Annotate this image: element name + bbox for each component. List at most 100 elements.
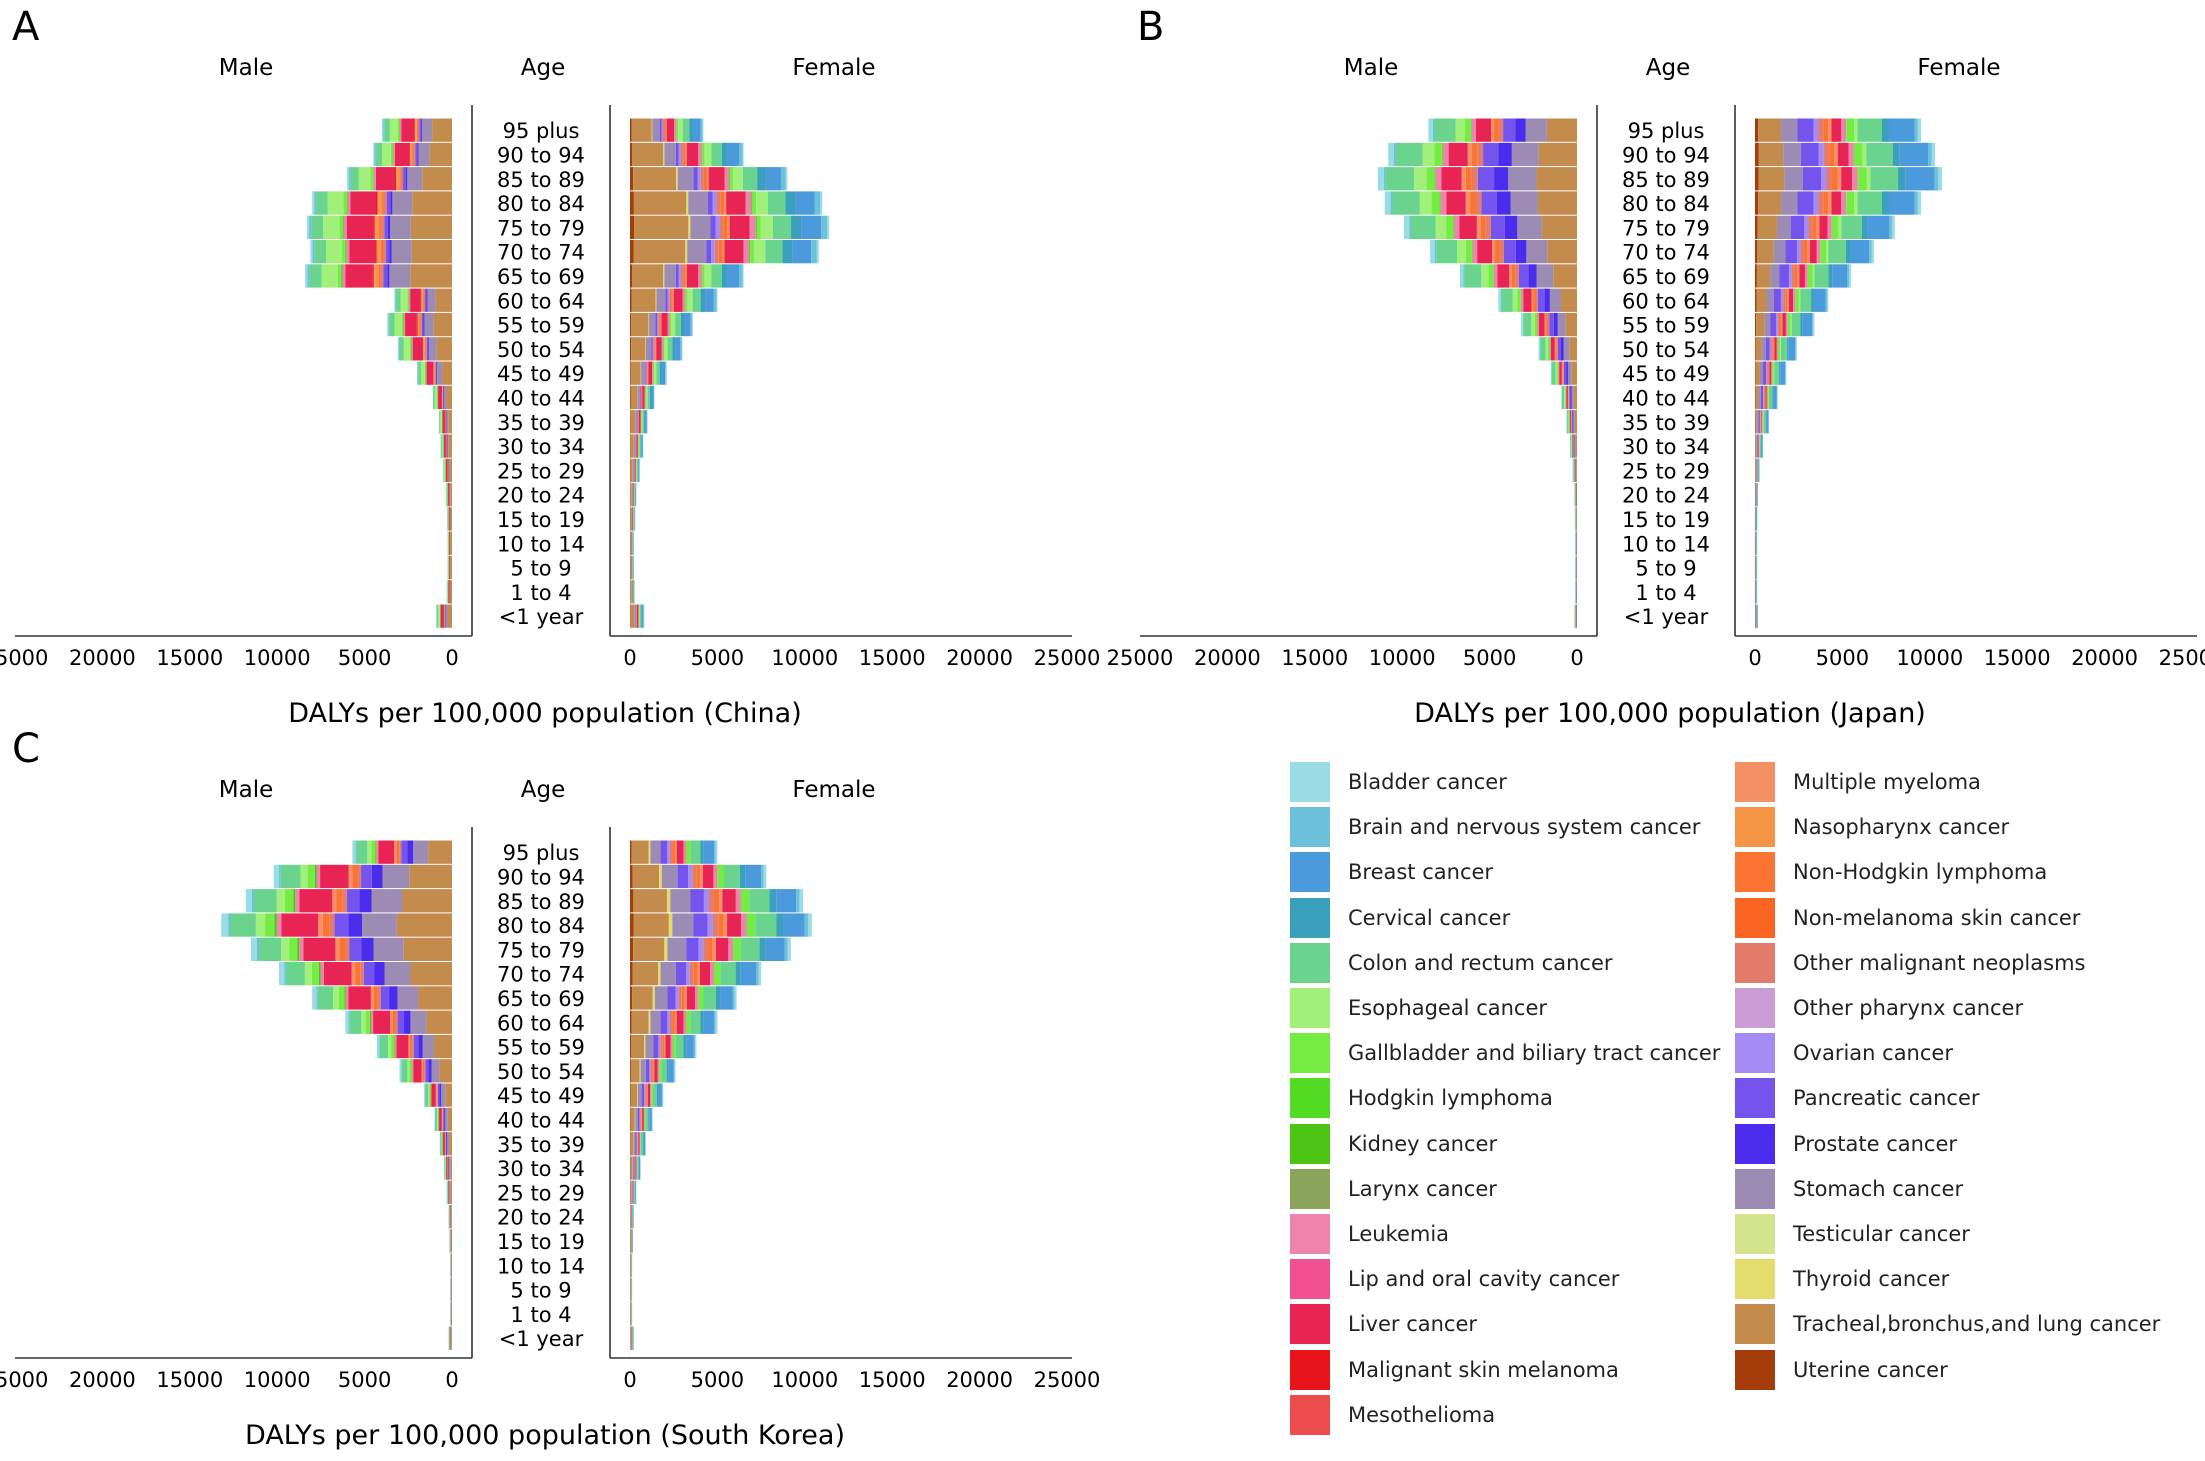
male-bar-85-to-89-stomach-cancer — [1508, 167, 1537, 191]
female-bar-75-to-79-gallbladder-and-biliary-tract-cancer — [1831, 215, 1839, 239]
female-bar-95-plus-multiple-myeloma — [1828, 118, 1832, 142]
female-bar-35-to-39-stomach-cancer — [635, 410, 638, 434]
male-bar-50-to-54-colon-and-rectum-cancer — [401, 1059, 408, 1083]
male-bar-70-to-74-hodgkin-lymphoma — [344, 240, 346, 264]
female-bar-95-plus-leukemia — [683, 840, 687, 864]
male-bar-55-to-59-pancreatic-cancer — [421, 312, 424, 337]
female-bar-75-to-79-colon-and-rectum-cancer — [1841, 215, 1862, 239]
male-bar-75-to-79-kidney-cancer — [343, 215, 344, 239]
male-bar-55-to-59-pancreatic-cancer — [413, 1034, 419, 1059]
legend-item-lip-and-oral-cavity-cancer: Lip and oral cavity cancer — [1290, 1259, 1619, 1300]
female-bar-90-to-94-esophageal-cancer — [1862, 142, 1867, 167]
age-label: 85 to 89 — [1622, 168, 1710, 192]
female-bar-30-to-34-stomach-cancer — [632, 1156, 634, 1180]
male-bar-70-to-74-prostate-cancer — [389, 240, 392, 264]
female-bar-90-to-94-brain-and-nervous-system-cancer — [739, 142, 743, 167]
male-bar-40-to-44-esophageal-cancer — [437, 1107, 438, 1132]
male-bar-65-to-69-leukemia — [345, 986, 349, 1010]
male-bar-65-to-69-brain-and-nervous-system-cancer — [316, 986, 318, 1010]
male-bar-80-to-84-non-hodgkin-lymphoma — [322, 913, 330, 937]
female-bar-25-to-29-tracheal-bronchus-and-lung-cancer — [630, 458, 633, 482]
male-bar-40-to-44-colon-and-rectum-cancer — [433, 385, 435, 410]
female-bar-70-to-74-pancreatic-cancer — [675, 962, 686, 986]
male-bar-75-to-79-other-malignant-neoplasms — [345, 937, 350, 961]
male-bar-45-to-49-tracheal-bronchus-and-lung-cancer — [1571, 361, 1577, 385]
age-label: 60 to 64 — [1622, 289, 1710, 313]
female-bar-75-to-79-stomach-cancer — [667, 937, 687, 961]
female-bar-95-plus-other-malignant-neoplasms — [663, 118, 665, 142]
female-tick-label: 0 — [623, 1368, 636, 1392]
female-bar-55-to-59-pancreatic-cancer — [653, 1034, 659, 1059]
male-bar-65-to-69-colon-and-rectum-cancer — [317, 986, 334, 1010]
male-bar-50-to-54-colon-and-rectum-cancer — [399, 337, 404, 361]
female-bar-40-to-44-esophageal-cancer — [646, 385, 648, 410]
female-bar-10-to-14-tracheal-bronchus-and-lung-cancer — [630, 531, 632, 555]
male-bar-50-to-54-gallbladder-and-biliary-tract-cancer — [1547, 337, 1550, 361]
male-bar-25-to-29-colon-and-rectum-cancer — [443, 458, 445, 482]
male-bar-95-plus-brain-and-nervous-system-cancer — [383, 118, 385, 142]
male-bar-90-to-94-prostate-cancer — [371, 864, 383, 889]
female-bar-80-to-84-pancreatic-cancer — [693, 913, 708, 937]
male-bar-65-to-69-other-malignant-neoplasms — [377, 986, 381, 1010]
female-bar-35-to-39-gallbladder-and-biliary-tract-cancer — [1762, 410, 1764, 434]
female-bar-95-plus-pancreatic-cancer — [660, 840, 668, 864]
male-bar-60-to-64-gallbladder-and-biliary-tract-cancer — [407, 288, 409, 312]
female-bar-75-to-79-gallbladder-and-biliary-tract-cancer — [733, 937, 741, 961]
male-bar-80-to-84-colon-and-rectum-cancer — [230, 913, 256, 937]
female-bar-75-to-79-multiple-myeloma — [712, 937, 716, 961]
male-tick-label: 10000 — [244, 646, 311, 670]
male-bar-95-plus-tracheal-bronchus-and-lung-cancer — [432, 118, 452, 142]
female-bar-95-plus-multiple-myeloma — [665, 118, 667, 142]
male-bar-85-to-89-multiple-myeloma — [396, 167, 398, 191]
male-bar-90-to-94-malignant-skin-melanoma — [409, 142, 411, 167]
male-bar-45-to-49-leukemia — [430, 1083, 432, 1107]
female-bar-30-to-34-stomach-cancer — [633, 434, 636, 458]
female-bar-70-to-74-leukemia — [710, 962, 715, 986]
female-bar-50-to-54-esophageal-cancer — [664, 337, 668, 361]
male-bar-30-to-34-tracheal-bronchus-and-lung-cancer — [448, 434, 452, 458]
age-label: 85 to 89 — [497, 890, 585, 914]
male-bar-60-to-64-liver-cancer — [1523, 288, 1532, 312]
male-bar-70-to-74-prostate-cancer — [1515, 240, 1527, 264]
male-bar-55-to-59-stomach-cancer — [424, 312, 434, 337]
female-bar-25-to-29-breast-cancer — [635, 1180, 636, 1204]
female-bar-55-to-59-other-malignant-neoplasms — [1777, 312, 1780, 337]
legend-swatch — [1290, 1033, 1330, 1074]
male-bar-45-to-49-brain-and-nervous-system-cancer — [417, 361, 419, 385]
male-bar-70-to-74-colon-and-rectum-cancer — [314, 240, 327, 264]
female-bar-80-to-84-colon-and-rectum-cancer — [755, 913, 777, 937]
female-bar-60-to-64-ovarian-cancer — [667, 1010, 670, 1034]
female-bar-70-to-74-leukemia — [743, 240, 750, 264]
male-bar-40-to-44-stomach-cancer — [443, 385, 447, 410]
female-bar-55-to-59-bladder-cancer — [1813, 312, 1815, 337]
female-bar-90-to-94-uterine-cancer — [630, 864, 633, 889]
male-bar-90-to-94-other-malignant-neoplasms — [413, 142, 416, 167]
female-bar-65-to-69-breast-cancer — [1832, 264, 1848, 288]
female-bar-90-to-94-thyroid-cancer — [663, 142, 665, 167]
legend-swatch — [1735, 1078, 1775, 1119]
age-label: 5 to 9 — [1635, 557, 1696, 581]
male-bar-45-to-49-colon-and-rectum-cancer — [418, 361, 421, 385]
male-bar-65-to-69-hodgkin-lymphoma — [340, 264, 342, 288]
male-bar-90-to-94-leukemia — [1442, 142, 1449, 167]
male-bar-95-plus-other-malignant-neoplasms — [417, 118, 420, 142]
male-bar-95-plus-multiple-myeloma — [1491, 118, 1495, 142]
male-bar-70-to-74-other-malignant-neoplasms — [1499, 240, 1504, 264]
male-bar-20-to-24-stomach-cancer — [450, 1205, 452, 1229]
female-bar-55-to-59-non-hodgkin-lymphoma — [662, 1034, 665, 1059]
male-bar-75-to-79-brain-and-nervous-system-cancer — [257, 937, 260, 961]
female-bar-90-to-94-liver-cancer — [702, 864, 714, 889]
female-bar-55-to-59-cervical-cancer — [683, 1034, 687, 1059]
male-bar-80-to-84-pancreatic-cancer — [1481, 191, 1497, 215]
male-bar-85-to-89-kidney-cancer — [293, 889, 296, 913]
legend-label: Larynx cancer — [1348, 1176, 1497, 1201]
male-bar-30-to-34-stomach-cancer — [448, 1156, 451, 1180]
male-bar-85-to-89-liver-cancer — [375, 167, 396, 191]
female-bar-60-to-64-thyroid-cancer — [655, 288, 657, 312]
age-label: 45 to 49 — [497, 1084, 585, 1108]
male-bar-90-to-94-colon-and-rectum-cancer — [1395, 142, 1423, 167]
male-bar-85-to-89-stomach-cancer — [371, 889, 403, 913]
female-bar-90-to-94-brain-and-nervous-system-cancer — [1927, 142, 1932, 167]
female-bar-65-to-69-multiple-myeloma — [685, 264, 687, 288]
male-bar-70-to-74-pancreatic-cancer — [363, 962, 375, 986]
